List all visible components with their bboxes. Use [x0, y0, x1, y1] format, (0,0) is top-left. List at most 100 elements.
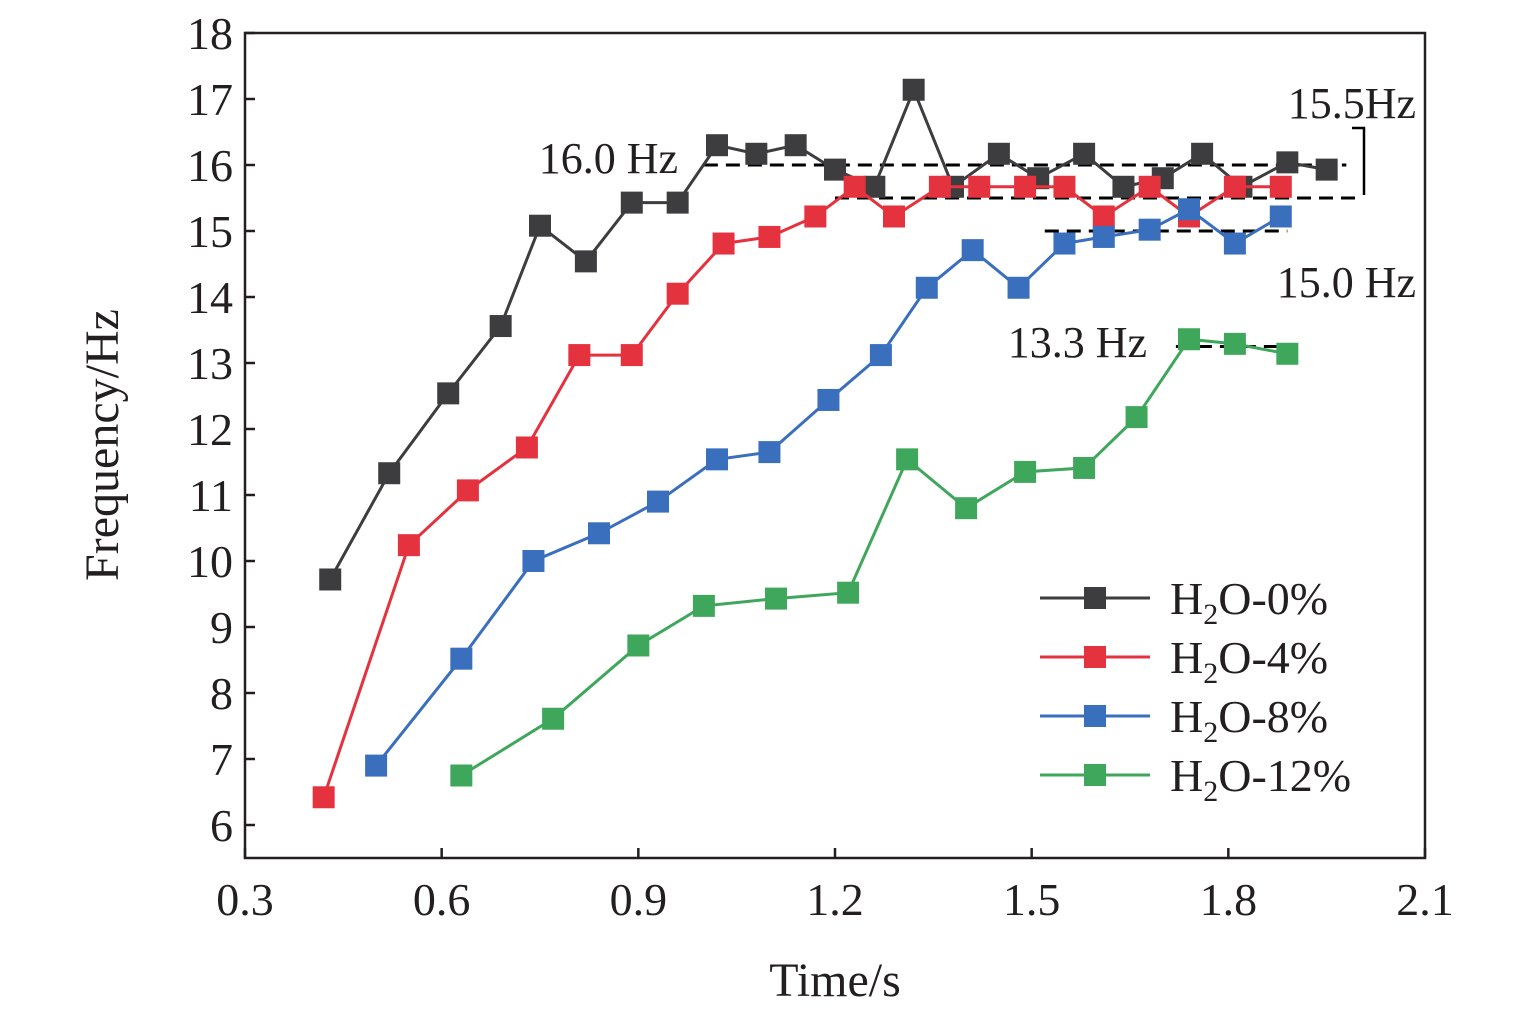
- y-axis-label: Frequency/Hz: [76, 309, 129, 581]
- data-point: [1269, 175, 1292, 198]
- data-point: [784, 134, 807, 157]
- legend-label-rest: O-4%: [1218, 632, 1328, 683]
- data-point: [1092, 205, 1115, 228]
- annotation-16-0: 16.0 Hz: [539, 134, 678, 183]
- data-point: [869, 344, 892, 367]
- data-point: [1112, 175, 1135, 198]
- legend-label-rest: O-0%: [1218, 573, 1328, 624]
- legend-marker: [1084, 646, 1106, 668]
- data-point: [758, 441, 781, 464]
- data-point: [712, 232, 735, 255]
- data-point: [961, 239, 984, 262]
- y-tick-label: 11: [189, 470, 233, 521]
- data-point: [692, 594, 715, 617]
- data-point: [883, 205, 905, 228]
- data-point: [955, 497, 978, 520]
- legend-label: H2O-0%: [1170, 573, 1328, 631]
- data-point: [620, 344, 643, 367]
- x-tick-label: 0.9: [610, 874, 668, 925]
- data-point: [1178, 328, 1200, 351]
- data-point: [627, 634, 650, 657]
- data-point: [817, 388, 840, 411]
- data-point: [1014, 175, 1037, 198]
- data-point: [1138, 175, 1161, 198]
- data-point: [666, 191, 689, 214]
- data-point: [804, 205, 827, 228]
- data-point: [1073, 142, 1096, 165]
- data-point: [1125, 406, 1148, 429]
- data-point: [1053, 232, 1076, 255]
- data-point: [1315, 158, 1338, 181]
- data-point: [1269, 205, 1292, 228]
- data-point: [450, 647, 473, 670]
- y-tick-label: 12: [187, 404, 233, 455]
- legend-marker: [1084, 705, 1106, 727]
- legend-label-main: H: [1170, 691, 1203, 742]
- data-point: [1223, 175, 1246, 198]
- y-tick-label: 13: [187, 338, 233, 389]
- data-point: [1276, 151, 1299, 174]
- y-tick-label: 7: [210, 734, 233, 785]
- series-line: [374, 207, 1282, 767]
- data-point: [1092, 225, 1115, 248]
- y-tick-label: 6: [210, 800, 233, 851]
- data-point: [529, 214, 551, 237]
- data-point: [1276, 342, 1299, 365]
- data-point: [863, 175, 886, 198]
- data-point: [1223, 332, 1246, 355]
- legend-label: H2O-8%: [1170, 691, 1328, 749]
- data-point: [765, 587, 787, 610]
- legend-label-rest: O-8%: [1218, 691, 1328, 742]
- data-point: [620, 191, 643, 214]
- legend-label: H2O-12%: [1170, 750, 1351, 808]
- data-point: [706, 448, 728, 471]
- data-point: [824, 158, 846, 181]
- data-point: [1053, 175, 1076, 198]
- data-point: [666, 282, 689, 305]
- legend-marker: [1084, 764, 1106, 786]
- y-tick-label: 15: [187, 206, 233, 257]
- data-point: [397, 534, 420, 557]
- data-point: [896, 448, 919, 471]
- series-group: [312, 78, 1338, 809]
- legend: H2O-0%H2O-4%H2O-8%H2O-12%: [1040, 573, 1351, 808]
- data-point: [319, 568, 342, 591]
- legend-marker: [1084, 587, 1106, 609]
- data-point: [515, 436, 538, 459]
- data-point: [1138, 218, 1161, 241]
- data-point: [1014, 460, 1037, 483]
- legend-label-main: H: [1170, 632, 1203, 683]
- x-tick-label: 0.6: [413, 874, 471, 925]
- data-point: [489, 315, 512, 338]
- legend-label-main: H: [1170, 573, 1203, 624]
- y-tick-label: 9: [210, 602, 233, 653]
- legend-label-subscript: 2: [1203, 775, 1218, 808]
- y-tick-label: 18: [187, 8, 233, 59]
- y-tick-label: 17: [187, 74, 233, 125]
- legend-label-subscript: 2: [1203, 716, 1218, 749]
- x-tick-label: 1.5: [1003, 874, 1061, 925]
- y-tick-label: 16: [187, 140, 233, 191]
- x-tick-label: 2.1: [1396, 874, 1454, 925]
- legend-label-rest: O-12%: [1218, 750, 1351, 801]
- data-point: [928, 175, 951, 198]
- data-point: [588, 522, 610, 545]
- data-point: [837, 581, 860, 604]
- data-point: [568, 344, 591, 367]
- annotations: 16.0 Hz 15.5Hz 15.0 Hz 13.3 Hz: [539, 79, 1416, 367]
- data-point: [915, 276, 938, 299]
- legend-label-main: H: [1170, 750, 1203, 801]
- data-point: [365, 754, 388, 777]
- data-point: [312, 786, 335, 809]
- data-point: [1191, 142, 1214, 165]
- data-point: [542, 707, 565, 730]
- data-point: [1007, 276, 1030, 299]
- data-point: [378, 462, 401, 485]
- data-point: [968, 175, 991, 198]
- x-tick-label: 1.8: [1200, 874, 1258, 925]
- data-point: [456, 479, 479, 502]
- data-point: [758, 225, 781, 248]
- annotation-13-3: 13.3 Hz: [1008, 318, 1147, 367]
- data-point: [522, 550, 545, 572]
- x-tick-label: 0.3: [216, 874, 274, 925]
